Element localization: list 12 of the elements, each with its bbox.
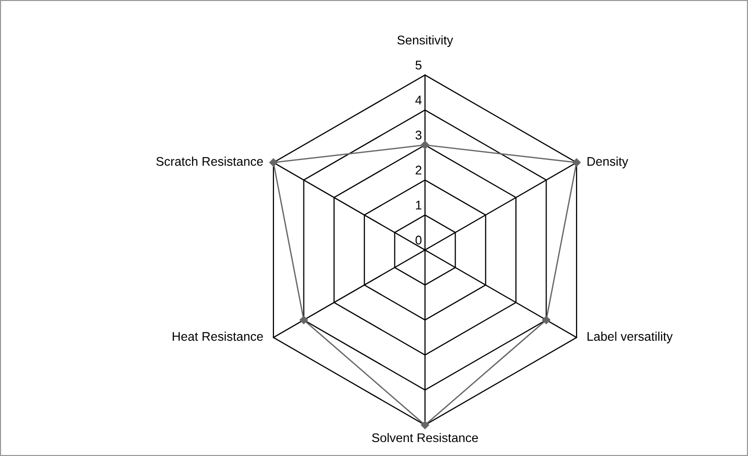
y-tick-label: 2 [416, 166, 422, 174]
y-tick-label: 4 [415, 96, 422, 104]
spoke-label: Sensitivity [397, 35, 454, 47]
spoke-label: Heat Resistance [172, 332, 263, 341]
y-tick-label: 5 [416, 60, 422, 70]
spoke-label: Solvent Resistance [372, 433, 478, 442]
y-tick-label: 3 [416, 130, 422, 140]
spoke-label: Density [588, 156, 628, 168]
spoke-label: Label versatility [588, 332, 673, 344]
y-tick-label: 1 [416, 200, 422, 210]
spoke-label: Scratch Resistance [156, 156, 263, 166]
y-tick-label: 0 [416, 236, 422, 245]
